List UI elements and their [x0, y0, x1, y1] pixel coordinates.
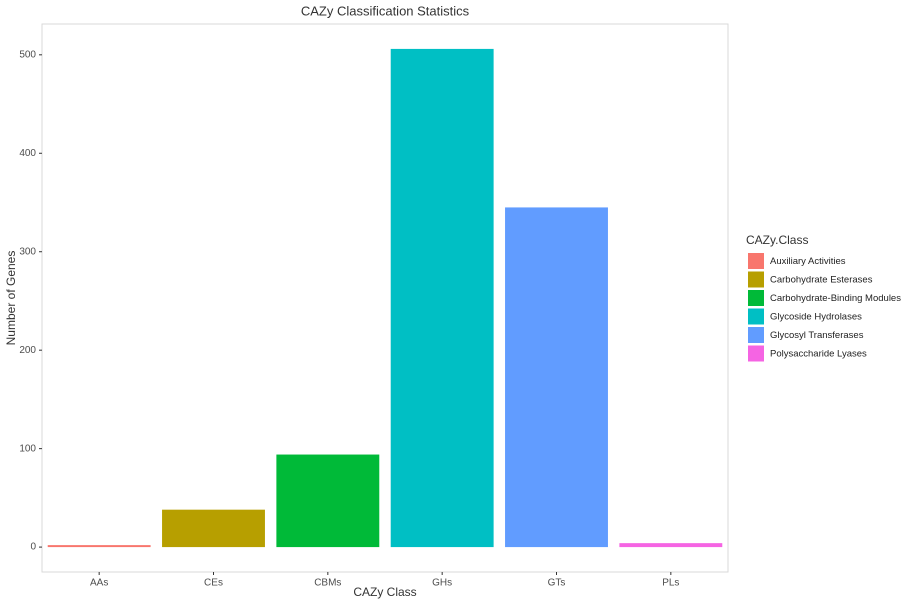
legend-key — [748, 271, 764, 288]
bar — [162, 509, 265, 548]
bar — [505, 207, 608, 548]
x-tick-label: GHs — [432, 578, 452, 589]
legend-key — [748, 308, 764, 325]
x-axis-label: CAZy Class — [353, 585, 416, 599]
y-tick-label: 100 — [19, 443, 36, 454]
legend-label: Carbohydrate-Binding Modules — [770, 293, 901, 304]
bar — [390, 48, 494, 548]
x-tick-label: GTs — [548, 578, 566, 589]
legend-label: Glycosyl Transferases — [770, 330, 864, 341]
legend-title: CAZy.Class — [746, 233, 808, 247]
x-tick-label: CEs — [204, 578, 223, 589]
x-tick-label: AAs — [90, 578, 108, 589]
bar — [47, 545, 151, 548]
y-tick-label: 400 — [19, 148, 36, 159]
legend-key — [748, 345, 764, 362]
y-tick-label: 500 — [19, 49, 36, 60]
bar — [276, 454, 380, 548]
x-tick-label: PLs — [662, 578, 679, 589]
y-tick-label: 200 — [19, 345, 36, 356]
x-tick-label: CBMs — [314, 578, 341, 589]
legend-label: Polysaccharide Lyases — [770, 349, 867, 360]
legend-key — [748, 290, 764, 306]
legend-key — [748, 327, 764, 343]
y-tick-label: 0 — [30, 542, 36, 553]
legend-label: Auxiliary Activities — [770, 256, 846, 267]
y-tick-label: 300 — [19, 246, 36, 257]
y-axis-label: Number of Genes — [4, 251, 18, 346]
legend-label: Glycoside Hydrolases — [770, 312, 862, 323]
chart-title: CAZy Classification Statistics — [301, 3, 470, 18]
plot-frame — [41, 23, 729, 573]
legend-label: Carbohydrate Esterases — [770, 275, 873, 286]
legend-key — [748, 253, 764, 269]
bar — [619, 543, 723, 548]
